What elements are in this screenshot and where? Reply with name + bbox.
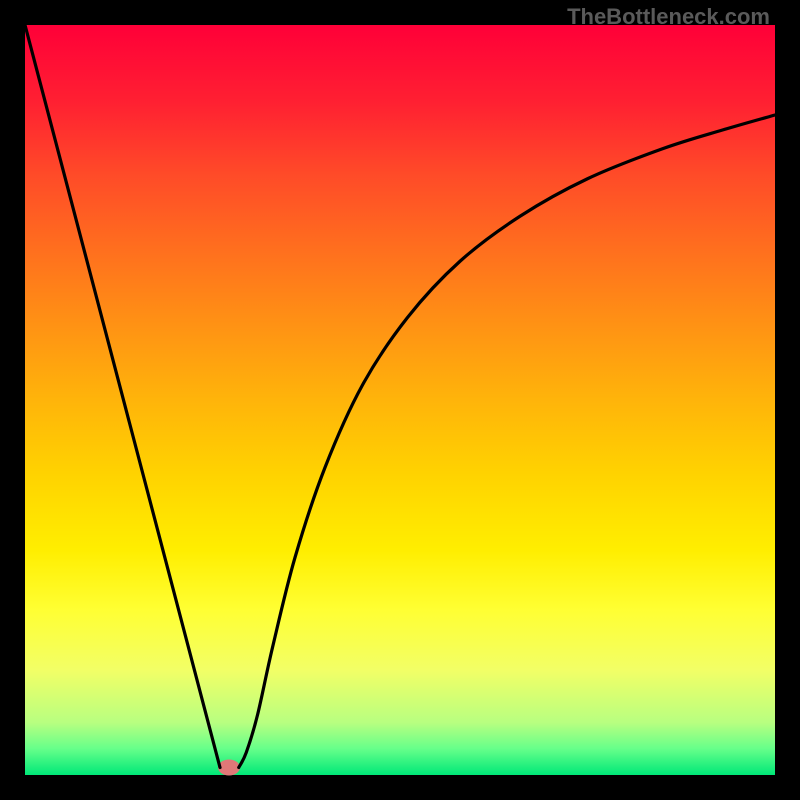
chart-svg	[25, 25, 775, 775]
plot-area	[25, 25, 775, 775]
watermark-text: TheBottleneck.com	[567, 4, 770, 30]
gradient-background	[25, 25, 775, 775]
outer-frame: TheBottleneck.com	[0, 0, 800, 800]
